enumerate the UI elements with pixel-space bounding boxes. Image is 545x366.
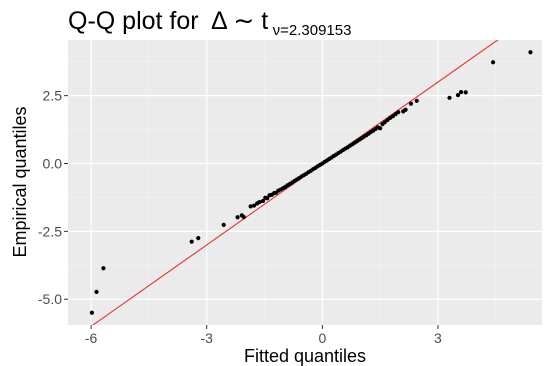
data-point: [196, 236, 201, 241]
x-tick-label: -3: [201, 330, 214, 346]
plot-panel: [68, 40, 542, 325]
data-point: [408, 101, 414, 106]
y-tick-label: -5.0: [38, 291, 62, 307]
x-axis-title: Fitted quantiles: [244, 346, 366, 366]
x-tick-label: 0: [318, 330, 326, 346]
data-point: [490, 60, 496, 65]
data-point: [378, 126, 383, 131]
data-point: [101, 266, 106, 271]
chart-title: Q-Q plot for Δ ∼ t ν=2.309153: [68, 7, 351, 39]
data-point: [455, 93, 461, 98]
data-point: [257, 199, 262, 205]
data-point: [94, 289, 99, 294]
data-point: [235, 215, 240, 220]
chart-title-subscript: ν=2.309153: [273, 22, 352, 39]
minor-grid: [68, 40, 542, 325]
y-axis-ticks: -5.0 -2.5 0.0 2.5: [38, 88, 68, 307]
data-points: [89, 50, 533, 315]
x-axis-ticks: -6 -3 0 3: [85, 325, 442, 346]
x-tick-label: 3: [434, 330, 442, 346]
chart-title-symbol: Δ ∼ t: [211, 7, 268, 35]
data-point: [89, 310, 94, 315]
y-axis-title: Empirical quantiles: [10, 106, 30, 257]
data-point: [241, 214, 246, 220]
data-point: [265, 196, 270, 201]
data-point: [528, 50, 533, 55]
chart-title-main: Q-Q plot for: [68, 7, 199, 35]
data-point: [260, 198, 266, 204]
y-tick-label: 2.5: [43, 88, 63, 104]
x-tick-label: -6: [85, 330, 98, 346]
major-grid: [68, 40, 542, 325]
data-point: [447, 95, 452, 100]
data-point: [189, 239, 194, 244]
data-point: [396, 110, 401, 115]
data-point: [221, 222, 226, 227]
data-point: [458, 90, 464, 95]
data-point: [252, 203, 257, 208]
data-point: [414, 98, 419, 103]
data-point: [403, 107, 408, 112]
y-tick-label: -2.5: [38, 223, 62, 239]
y-tick-label: 0.0: [43, 156, 63, 172]
data-point: [248, 204, 253, 209]
data-point: [463, 90, 468, 95]
